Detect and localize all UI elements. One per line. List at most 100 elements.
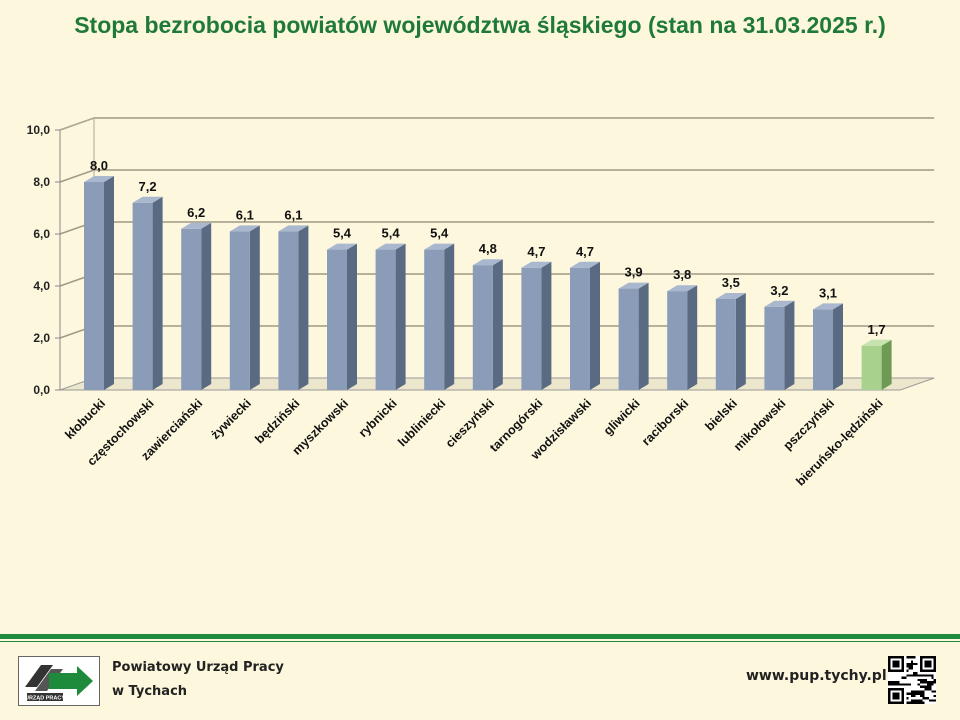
plot-back-wall	[94, 118, 935, 378]
data-label: 3,5	[722, 275, 740, 290]
bar-front	[570, 267, 590, 390]
x-tick-label: żywiecki	[208, 396, 254, 442]
bar-front	[472, 265, 493, 390]
bar	[278, 225, 309, 390]
x-tick-label: mikołowski	[731, 396, 789, 454]
bar-top	[667, 285, 698, 292]
bar	[424, 243, 455, 390]
bar	[861, 339, 892, 390]
bar	[375, 243, 406, 390]
x-tick-label: bieruńsko-lędziński	[793, 396, 885, 488]
chart-title: Stopa bezrobocia powiatów województwa śl…	[74, 12, 886, 38]
x-tick-label: kłobucki	[62, 396, 108, 442]
bar-side	[590, 261, 600, 390]
bar	[229, 225, 260, 390]
x-tick-label: lubliniecki	[395, 396, 448, 449]
bar-top	[132, 196, 163, 203]
data-label: 3,1	[819, 285, 837, 300]
qr-code-icon	[888, 656, 936, 704]
bar	[618, 282, 649, 390]
organization-location: w Tychach	[112, 684, 188, 699]
organization-name: Powiatowy Urząd Pracy	[112, 660, 284, 675]
y-tick-label: 2,0	[33, 331, 50, 345]
bar-chart: 0,02,04,06,08,010,0 8,0kłobucki7,2często…	[27, 117, 935, 489]
bar-front	[278, 231, 299, 390]
logo-text: URZĄD PRACY	[25, 696, 65, 702]
data-label: 6,1	[236, 207, 254, 222]
x-tick-label: będziński	[252, 396, 302, 446]
bar-top	[764, 300, 795, 307]
x-tick-label: raciborski	[639, 396, 691, 448]
y-tick-label: 10,0	[27, 123, 51, 137]
y-tick-label: 8,0	[33, 175, 50, 189]
bar-side	[444, 243, 455, 390]
bar-side	[833, 303, 843, 390]
bar-top	[715, 293, 746, 299]
bar	[667, 285, 698, 390]
bar-top	[618, 282, 649, 289]
y-tick-label: 0,0	[33, 383, 50, 397]
data-label: 8,0	[90, 158, 108, 173]
bar-side	[298, 225, 309, 390]
bar-front	[667, 291, 688, 390]
logo: URZĄD PRACY	[18, 656, 100, 706]
data-label: 5,4	[430, 226, 449, 241]
y-tick-label: 4,0	[33, 279, 50, 293]
bar	[570, 261, 600, 390]
bar-top	[521, 261, 552, 268]
bar-top	[813, 303, 843, 310]
bar	[181, 222, 212, 390]
bar	[327, 243, 357, 390]
bar-front	[327, 249, 347, 390]
bar-front	[132, 202, 153, 390]
bar-side	[201, 222, 212, 390]
bar-front	[229, 231, 250, 390]
bar-front	[181, 228, 202, 390]
bar-top	[181, 222, 212, 229]
bar-top	[229, 225, 260, 232]
bar	[472, 259, 503, 390]
bar-front	[813, 309, 833, 390]
data-label: 5,4	[382, 226, 401, 241]
data-label: 5,4	[333, 226, 352, 241]
data-label: 3,9	[625, 265, 643, 280]
bar-top	[570, 261, 600, 268]
data-label: 6,2	[187, 205, 205, 220]
bar-front	[521, 267, 542, 390]
bar	[84, 176, 114, 390]
data-label: 4,8	[479, 241, 497, 256]
bar-side	[541, 261, 552, 390]
bar-side	[395, 243, 406, 390]
bar-side	[152, 196, 163, 390]
bar-side	[687, 285, 698, 390]
footer-divider	[0, 634, 960, 639]
data-label: 3,2	[770, 283, 788, 298]
bar-top	[472, 259, 503, 266]
bar-layer	[84, 176, 892, 390]
bar-side	[784, 300, 795, 390]
footer-divider-thin	[0, 641, 960, 642]
bar-front	[861, 345, 882, 390]
x-tick-label: gliwicki	[601, 396, 643, 438]
y-tick-label: 6,0	[33, 227, 50, 241]
bar	[764, 300, 795, 390]
left-wall-edge	[59, 117, 95, 131]
bar	[132, 196, 163, 390]
bar-front	[375, 249, 396, 390]
bar-side	[249, 225, 260, 390]
bar	[715, 293, 746, 390]
data-label: 4,7	[576, 244, 594, 259]
bar-top	[327, 243, 357, 250]
website-link[interactable]: www.pup.tychy.pl	[746, 668, 887, 684]
bar-side	[104, 176, 114, 390]
data-label: 6,1	[284, 207, 302, 222]
bar-front	[618, 288, 639, 390]
data-label: 7,2	[139, 179, 157, 194]
bar-top	[424, 243, 455, 250]
bar-side	[735, 293, 746, 390]
bar-front	[764, 306, 785, 390]
bar-side	[492, 259, 503, 390]
data-label: 4,7	[527, 244, 545, 259]
data-label: 1,7	[868, 322, 886, 337]
axis-layer: 0,0 2,0 4,0 6,0 8,0 10,0	[27, 117, 95, 397]
